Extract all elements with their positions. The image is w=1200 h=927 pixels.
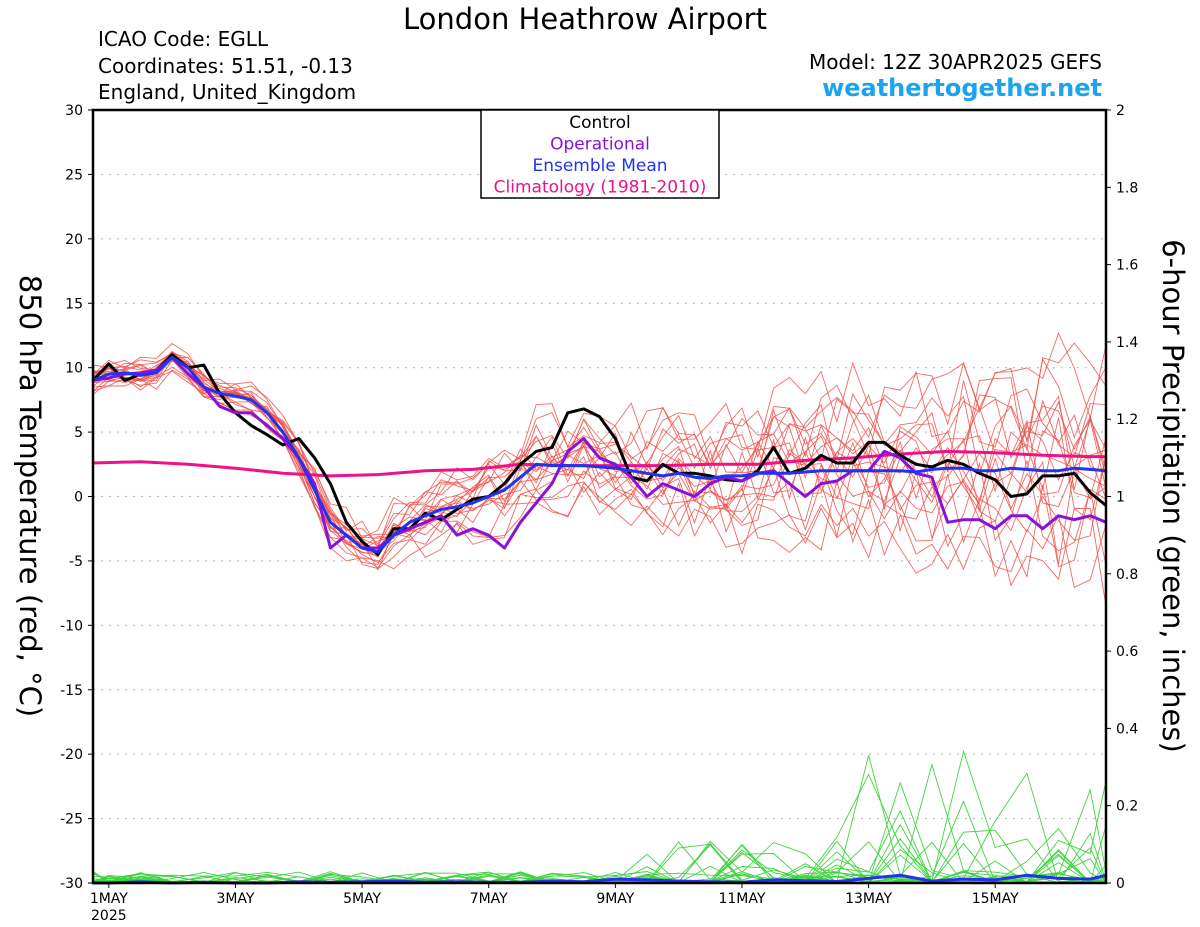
temp-member-line bbox=[92, 332, 1107, 539]
y-tick-label-right: 0.4 bbox=[1116, 721, 1138, 737]
icao-code: ICAO Code: EGLL bbox=[98, 27, 269, 51]
legend-entry: Climatology (1981-2010) bbox=[494, 178, 707, 198]
x-tick-label: 11MAY bbox=[718, 891, 765, 907]
precip-member-line bbox=[92, 755, 1107, 884]
y-tick-label-left: -5 bbox=[69, 554, 83, 570]
y-axis-label-left: 850 hPa Temperature (red, °C) bbox=[13, 274, 47, 718]
y-tick-label-right: 0.8 bbox=[1116, 567, 1138, 583]
y-tick-label-left: 25 bbox=[65, 167, 83, 183]
y-tick-label-right: 2 bbox=[1116, 103, 1125, 119]
y-tick-label-left: 30 bbox=[65, 103, 83, 119]
x-tick-label: 13MAY bbox=[845, 891, 892, 907]
y-tick-label-left: -10 bbox=[60, 618, 83, 634]
temp-member-line bbox=[92, 357, 1107, 539]
precip-member-line bbox=[92, 788, 1107, 884]
temp-member-line bbox=[92, 351, 1107, 549]
legend-box bbox=[480, 109, 720, 199]
brand-link[interactable]: weathertogether.net bbox=[822, 74, 1102, 102]
y-tick-label-left: 20 bbox=[65, 232, 83, 248]
y-tick-label-left: 5 bbox=[74, 425, 83, 441]
control-line bbox=[91, 353, 1107, 556]
y-tick-label-left: 0 bbox=[74, 490, 83, 506]
y-tick-label-right: 1.8 bbox=[1116, 180, 1138, 196]
y-tick-label-right: 1.4 bbox=[1116, 335, 1138, 351]
y-tick-label-right: 0.6 bbox=[1116, 644, 1138, 660]
y-tick-label-left: -20 bbox=[60, 747, 83, 763]
precip-member-line bbox=[92, 749, 1107, 884]
x-tick-label: 15MAY bbox=[972, 891, 1019, 907]
y-tick-label-right: 1.6 bbox=[1116, 258, 1138, 274]
y-tick-label-left: 10 bbox=[65, 361, 83, 377]
model-run: Model: 12Z 30APR2025 GEFS bbox=[809, 50, 1102, 74]
chart-title: London Heathrow Airport bbox=[403, 2, 767, 36]
x-tick-label: 3MAY bbox=[216, 891, 254, 907]
x-tick-label: 7MAY bbox=[470, 891, 508, 907]
region: England, United_Kingdom bbox=[98, 80, 357, 104]
precip-member-lines bbox=[92, 749, 1107, 884]
temp-member-line bbox=[92, 370, 1107, 588]
y-axis-label-right: 6-hour Precipitation (green, inches) bbox=[1156, 239, 1190, 753]
y-tick-label-left: 15 bbox=[65, 296, 83, 312]
legend-entry: Operational bbox=[550, 135, 650, 155]
x-tick-sublabel: 2025 bbox=[91, 908, 127, 924]
y-tick-label-right: 1 bbox=[1116, 490, 1125, 506]
y-tick-label-right: 1.2 bbox=[1116, 412, 1138, 428]
operational-line bbox=[92, 355, 1107, 550]
x-tick-label: 1MAY bbox=[90, 891, 128, 907]
legend-entry: Control bbox=[569, 113, 630, 133]
x-tick-label: 5MAY bbox=[343, 891, 381, 907]
legend-entry: Ensemble Mean bbox=[532, 156, 667, 176]
grid-lines bbox=[93, 173, 1106, 820]
precip-member-line bbox=[92, 772, 1107, 884]
x-tick-label: 9MAY bbox=[596, 891, 634, 907]
y-tick-label-right: 0 bbox=[1116, 876, 1125, 892]
y-tick-label-left: -25 bbox=[60, 812, 83, 828]
y-tick-label-right: 0.2 bbox=[1116, 799, 1138, 815]
coordinates: Coordinates: 51.51, -0.13 bbox=[98, 54, 353, 78]
y-tick-label-left: -30 bbox=[60, 876, 83, 892]
mean-line bbox=[92, 355, 1107, 554]
y-tick-label-left: -15 bbox=[60, 683, 83, 699]
